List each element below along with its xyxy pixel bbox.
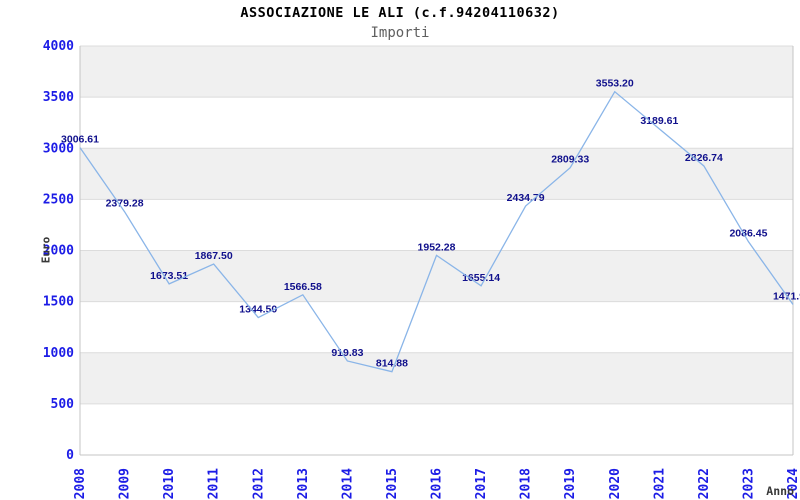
x-axis-title: Anno xyxy=(766,484,794,498)
value-label: 1867.50 xyxy=(195,250,233,262)
x-tick-label: 2016 xyxy=(430,468,445,499)
value-label: 2434.79 xyxy=(507,192,545,204)
alt-band xyxy=(80,250,793,302)
x-tick-label: 2018 xyxy=(519,468,534,499)
value-label: 1655.14 xyxy=(462,272,500,284)
x-tick-label: 2013 xyxy=(296,468,311,499)
x-tick-label: 2009 xyxy=(118,468,133,499)
y-tick-label: 0 xyxy=(66,448,74,463)
value-label: 2086.45 xyxy=(729,228,767,240)
alt-band xyxy=(80,352,793,404)
value-label: 1952.28 xyxy=(418,241,456,253)
x-tick-label: 2020 xyxy=(608,468,623,499)
value-label: 3006.61 xyxy=(61,134,99,146)
value-label: 2826.74 xyxy=(685,152,723,164)
y-axis-title: Euro xyxy=(39,236,53,264)
alt-band xyxy=(80,46,793,98)
x-tick-label: 2014 xyxy=(340,468,355,499)
value-label: 2809.33 xyxy=(551,154,589,166)
data-line xyxy=(79,90,794,373)
x-tick-label: 2023 xyxy=(741,468,756,499)
value-label: 2379.28 xyxy=(106,198,144,210)
chart-title: ASSOCIAZIONE LE ALI (c.f.94204110632) xyxy=(240,5,560,21)
x-tick-label: 2012 xyxy=(251,468,266,499)
x-tick-label: 2008 xyxy=(73,468,88,499)
chart-subtitle: Importi xyxy=(370,25,430,41)
y-tick-label: 2500 xyxy=(43,192,74,207)
x-tick-label: 2017 xyxy=(474,468,489,499)
value-label: 1566.58 xyxy=(284,281,322,293)
x-tick-label: 2011 xyxy=(207,468,222,499)
x-tick-label: 2015 xyxy=(385,468,400,499)
value-label: 1673.51 xyxy=(150,270,188,282)
alt-band xyxy=(80,148,793,200)
y-tick-label: 3000 xyxy=(43,141,74,156)
y-tick-label: 3500 xyxy=(43,90,74,105)
y-tick-label: 4000 xyxy=(43,39,74,54)
y-tick-label: 1500 xyxy=(43,295,74,310)
y-tick-label: 500 xyxy=(51,397,75,412)
value-label: 3553.20 xyxy=(596,78,634,90)
value-label: 814.88 xyxy=(376,358,408,370)
value-label: 919.83 xyxy=(331,347,363,359)
x-tick-label: 2010 xyxy=(162,468,177,499)
y-tick-label: 2000 xyxy=(43,244,74,259)
value-label: 3189.61 xyxy=(640,115,678,127)
value-label: 1344.50 xyxy=(239,304,277,316)
y-tick-label: 1000 xyxy=(43,346,74,361)
x-tick-label: 2019 xyxy=(563,468,578,499)
x-tick-label: 2024 xyxy=(786,468,800,499)
value-label: 1471.9 xyxy=(773,290,800,302)
x-tick-label: 2022 xyxy=(697,468,712,499)
x-tick-label: 2021 xyxy=(652,468,667,499)
